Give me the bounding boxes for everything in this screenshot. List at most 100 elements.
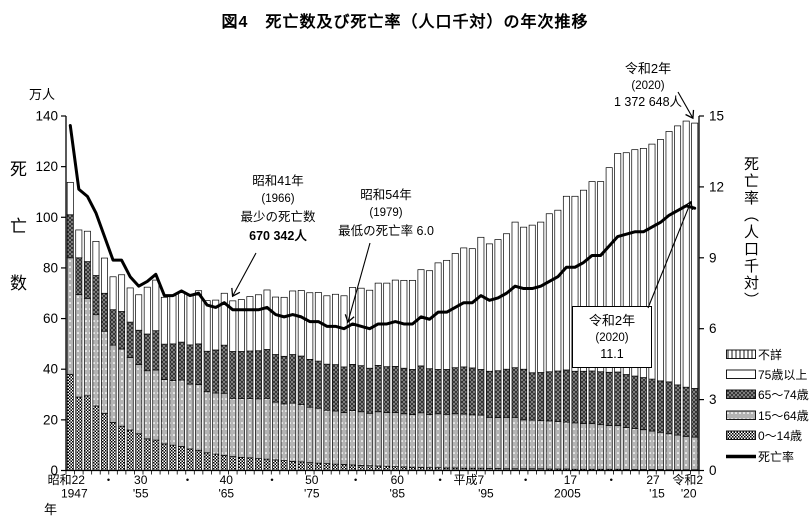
bar — [280, 296, 288, 471]
bar — [554, 209, 562, 471]
svg-text:30: 30 — [134, 473, 148, 487]
bar — [400, 279, 408, 471]
annotation-line: 最少の死亡数 — [240, 210, 316, 224]
bar — [160, 296, 168, 471]
bar — [477, 236, 485, 471]
bar — [118, 274, 126, 471]
annotation-latest-deaths: 令和2年 (2020) 1 372 648人 — [584, 60, 712, 112]
bar — [237, 299, 245, 471]
legend-item-age75plus: 75歳以上 — [726, 364, 809, 384]
annotation-line: (2020) — [595, 332, 629, 345]
legend-swatch-age1564 — [726, 410, 756, 420]
bar — [434, 262, 442, 471]
svg-text:令和2: 令和2 — [672, 472, 703, 487]
bar — [468, 248, 476, 471]
bar — [614, 153, 622, 471]
bar — [66, 181, 74, 471]
bar — [622, 152, 630, 471]
svg-text:'15: '15 — [649, 487, 665, 501]
svg-text:140: 140 — [35, 109, 58, 124]
legend-label: 不詳 — [758, 347, 783, 362]
svg-text:12: 12 — [709, 179, 724, 194]
svg-text:'55: '55 — [133, 487, 149, 501]
svg-text:0: 0 — [50, 463, 58, 478]
svg-text:27: 27 — [646, 473, 660, 487]
svg-text:120: 120 — [35, 159, 58, 174]
bar — [374, 282, 382, 471]
svg-text:・: ・ — [434, 473, 446, 487]
left-axis-unit-label: 万人 — [29, 87, 56, 102]
svg-text:60: 60 — [391, 473, 405, 487]
legend-item-age6574: 65～74歳 — [726, 385, 809, 405]
annotation-line: 最低の死亡率 6.0 — [338, 224, 434, 238]
svg-text:9: 9 — [709, 250, 717, 265]
bar — [203, 300, 211, 471]
bar — [101, 257, 108, 471]
bar — [323, 295, 331, 471]
bar — [443, 259, 451, 471]
bar — [639, 148, 647, 471]
svg-text:・: ・ — [181, 473, 193, 487]
bar — [674, 125, 682, 471]
bar — [109, 276, 117, 471]
bar — [332, 293, 339, 471]
bar — [631, 149, 639, 471]
legend-item-age1564: 15～64歳 — [726, 405, 809, 425]
bar — [460, 247, 468, 471]
bar — [186, 293, 194, 471]
annotation-line: (1966) — [261, 192, 295, 205]
svg-text:60: 60 — [43, 311, 58, 326]
left-axis-title: 死亡数 — [7, 160, 26, 331]
svg-text:80: 80 — [43, 260, 58, 275]
right-axis-title: 死亡率（人口千対） — [742, 156, 759, 309]
annotation-min-deaths: 昭和41年 (1966) 最少の死亡数 670 342人 — [198, 172, 358, 246]
svg-text:・: ・ — [350, 473, 362, 487]
legend-item-unknown: 不詳 — [726, 344, 809, 364]
bar — [391, 279, 399, 471]
bar — [357, 287, 365, 471]
bar — [169, 295, 177, 471]
annotation-line: 昭和54年 — [360, 188, 412, 202]
bar — [545, 213, 553, 471]
bar — [143, 286, 151, 471]
svg-text:15: 15 — [709, 109, 724, 124]
bar — [220, 292, 228, 471]
svg-text:1947: 1947 — [61, 487, 88, 501]
bar — [682, 120, 690, 471]
bar — [126, 287, 134, 471]
bar — [408, 279, 416, 471]
svg-text:・: ・ — [102, 473, 114, 487]
svg-text:17: 17 — [564, 473, 578, 487]
bar — [485, 243, 493, 471]
annotation-line: 昭和41年 — [252, 174, 304, 188]
bar — [152, 279, 160, 471]
bar — [537, 221, 545, 471]
bar — [503, 233, 510, 471]
legend-item-age014: 0～14歳 — [726, 426, 809, 446]
bar — [657, 139, 664, 471]
bar — [383, 282, 391, 471]
svg-text:・: ・ — [520, 473, 532, 487]
bar — [83, 230, 91, 471]
svg-text:40: 40 — [220, 473, 234, 487]
bar — [340, 295, 348, 471]
bar — [528, 224, 536, 471]
annotation-latest-rate: 令和2年 (2020) 11.1 — [572, 306, 652, 368]
svg-text:100: 100 — [35, 210, 58, 225]
bar — [511, 221, 519, 471]
annotation-line: 670 342人 — [249, 228, 307, 243]
bar — [229, 300, 237, 471]
svg-text:平成7: 平成7 — [454, 473, 485, 487]
bar — [520, 226, 528, 471]
bar — [272, 296, 280, 471]
annotation-line: 令和2年 — [588, 313, 636, 328]
svg-text:・: ・ — [266, 473, 278, 487]
bar — [246, 296, 254, 471]
annotation-line: (2020) — [631, 80, 665, 93]
svg-text:0: 0 — [709, 463, 717, 478]
x-axis-title: 年 — [44, 502, 58, 517]
bar — [314, 292, 322, 471]
bar — [349, 287, 357, 471]
legend-swatch-age6574 — [726, 390, 756, 400]
